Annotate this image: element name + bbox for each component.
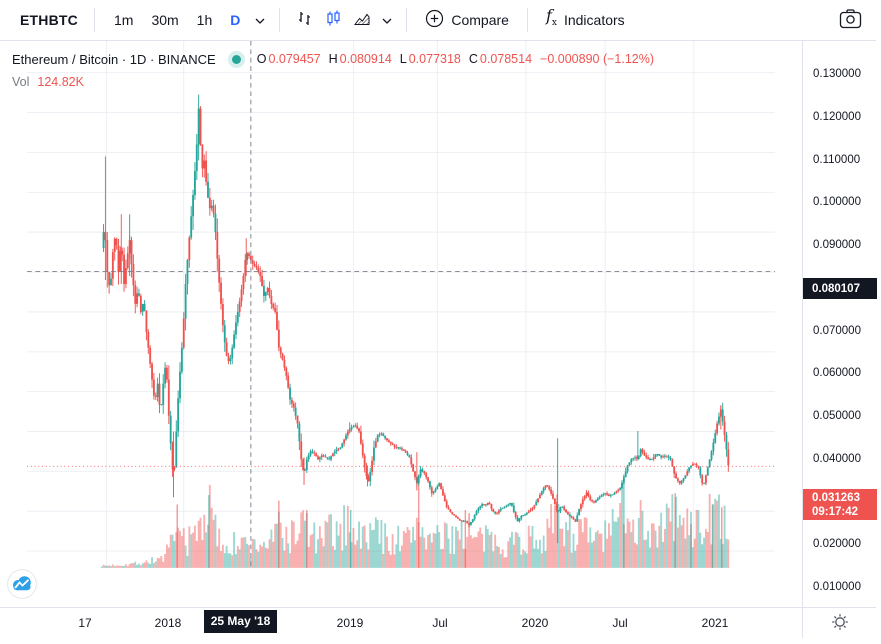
ohlc-value: 0.079457 (268, 52, 321, 66)
market-status-dot (231, 54, 241, 64)
crosshair-price-badge: 0.080107 (803, 278, 877, 299)
volume-spike (623, 475, 625, 568)
interval-button-1h[interactable]: 1h (190, 7, 220, 33)
interval-button-1m[interactable]: 1m (107, 7, 140, 33)
volume-spike (418, 474, 420, 568)
price-tick-label: 0.090000 (813, 239, 861, 251)
price-tick-label: 0.100000 (813, 196, 861, 209)
toolbar-separator (279, 8, 281, 32)
toolbar-separator (406, 8, 408, 32)
interval-button-D[interactable]: D (223, 7, 247, 33)
volume-spike (349, 510, 352, 568)
chevron-down-icon (255, 12, 265, 28)
volume-spike (208, 495, 210, 568)
price-tick-label: 0.050000 (813, 410, 861, 422)
interval-menu-button[interactable] (251, 7, 269, 33)
crosshair-date-badge: 25 May '18 (204, 610, 277, 633)
symbol-button[interactable]: ETHBTC (14, 7, 84, 33)
indicators-label: Indicators (563, 12, 625, 28)
area-chart-icon (354, 11, 370, 29)
time-tick-label: 2018 (154, 616, 182, 630)
chart-title: Ethereum / Bitcoin · 1D · BINANCE (12, 51, 216, 67)
toolbar-separator (526, 8, 528, 32)
bar-chart-style-button[interactable] (290, 5, 319, 35)
price-tick-label: 0.040000 (813, 452, 861, 465)
volume-spike (721, 507, 723, 568)
price-tick-label: 0.110000 (813, 153, 861, 166)
snapshot-button[interactable] (835, 4, 866, 36)
price-tick-label: 0.070000 (813, 324, 861, 337)
volume-spike (176, 504, 178, 568)
chart-style-menu-button[interactable] (378, 7, 396, 33)
candlestick-icon (325, 10, 342, 30)
volume-bars-down (102, 484, 730, 568)
chart-legend: Ethereum / Bitcoin · 1D · BINANCE O 0.079… (12, 50, 654, 90)
time-axis[interactable]: 2021 Jul 2020 Jul 2019 2018 17 25 May '18 (0, 607, 876, 638)
cloud-chart-logo-icon (7, 569, 37, 602)
fx-indicators-icon: fx (545, 6, 557, 29)
volume-spike (711, 504, 714, 568)
last-price-badge: 0.031263 09:17:42 (803, 489, 877, 520)
time-tick-label: 2019 (336, 616, 364, 630)
compare-label: Compare (451, 12, 509, 28)
ohlc-value: 0.078514 (479, 52, 533, 66)
volume-spike (674, 493, 676, 568)
price-tick-label: 0.020000 (813, 538, 861, 551)
area-chart-style-button[interactable] (348, 6, 376, 34)
last-price-value: 0.031263 (812, 491, 860, 504)
interval-group: 1m 30m 1h D (105, 7, 249, 33)
time-tick-label: Jul (432, 616, 448, 630)
chart-settings-button[interactable] (827, 609, 853, 638)
price-chart-svg[interactable] (0, 41, 802, 607)
indicators-button[interactable]: fx Indicators (538, 4, 633, 35)
volume-spike (278, 500, 280, 568)
price-tick-label: 0.120000 (813, 110, 861, 123)
compare-plus-icon (425, 9, 444, 31)
top-toolbar: ETHBTC 1m 30m 1h D (0, 0, 876, 41)
time-tick-label: 2021 (701, 616, 729, 630)
price-tick-label: 0.060000 (813, 367, 861, 380)
toolbar-separator (93, 8, 95, 32)
ohlc-key: H (328, 52, 338, 66)
price-axis[interactable]: 0.130000 0.120000 0.110000 0.100000 0.090000… (802, 41, 877, 607)
ohlc-key: C (468, 52, 478, 66)
grid-lines (27, 41, 775, 569)
volume-spike (464, 510, 467, 568)
compare-button[interactable]: Compare (417, 4, 517, 36)
ohlc-value: 0.077318 (408, 52, 461, 66)
tradingview-logo[interactable] (7, 569, 37, 602)
ohlc-value: 0.080914 (339, 52, 392, 66)
gear-icon (829, 613, 851, 636)
volume-spike (306, 510, 308, 568)
volume-label: Vol (12, 75, 30, 89)
time-tick-label: Jul (612, 616, 628, 630)
price-tick-label: 0.010000 (813, 581, 861, 593)
chevron-down-icon (382, 12, 392, 28)
camera-icon (839, 8, 862, 32)
volume-spike (690, 511, 692, 568)
ohlc-key: L (399, 52, 407, 66)
price-tick-label: 0.130000 (813, 68, 861, 80)
time-tick-label: 2020 (521, 616, 549, 630)
candle-bodies-up (102, 108, 728, 525)
ohlc-key: O (256, 52, 267, 66)
candlestick-style-button[interactable] (319, 5, 348, 35)
axis-corner (802, 607, 876, 638)
volume-value: 124.82K (37, 75, 84, 89)
interval-button-30m[interactable]: 30m (144, 7, 185, 33)
time-tick-label: 17 (78, 616, 92, 630)
countdown-timer: 09:17:42 (812, 505, 859, 518)
ohlc-values: O 0.079457 H 0.080914 L 0.077318 C 0.078514 −0.0… (257, 52, 654, 66)
change-value: −0.000890 (−1.12%) (540, 52, 655, 66)
bar-chart-icon (296, 10, 313, 30)
